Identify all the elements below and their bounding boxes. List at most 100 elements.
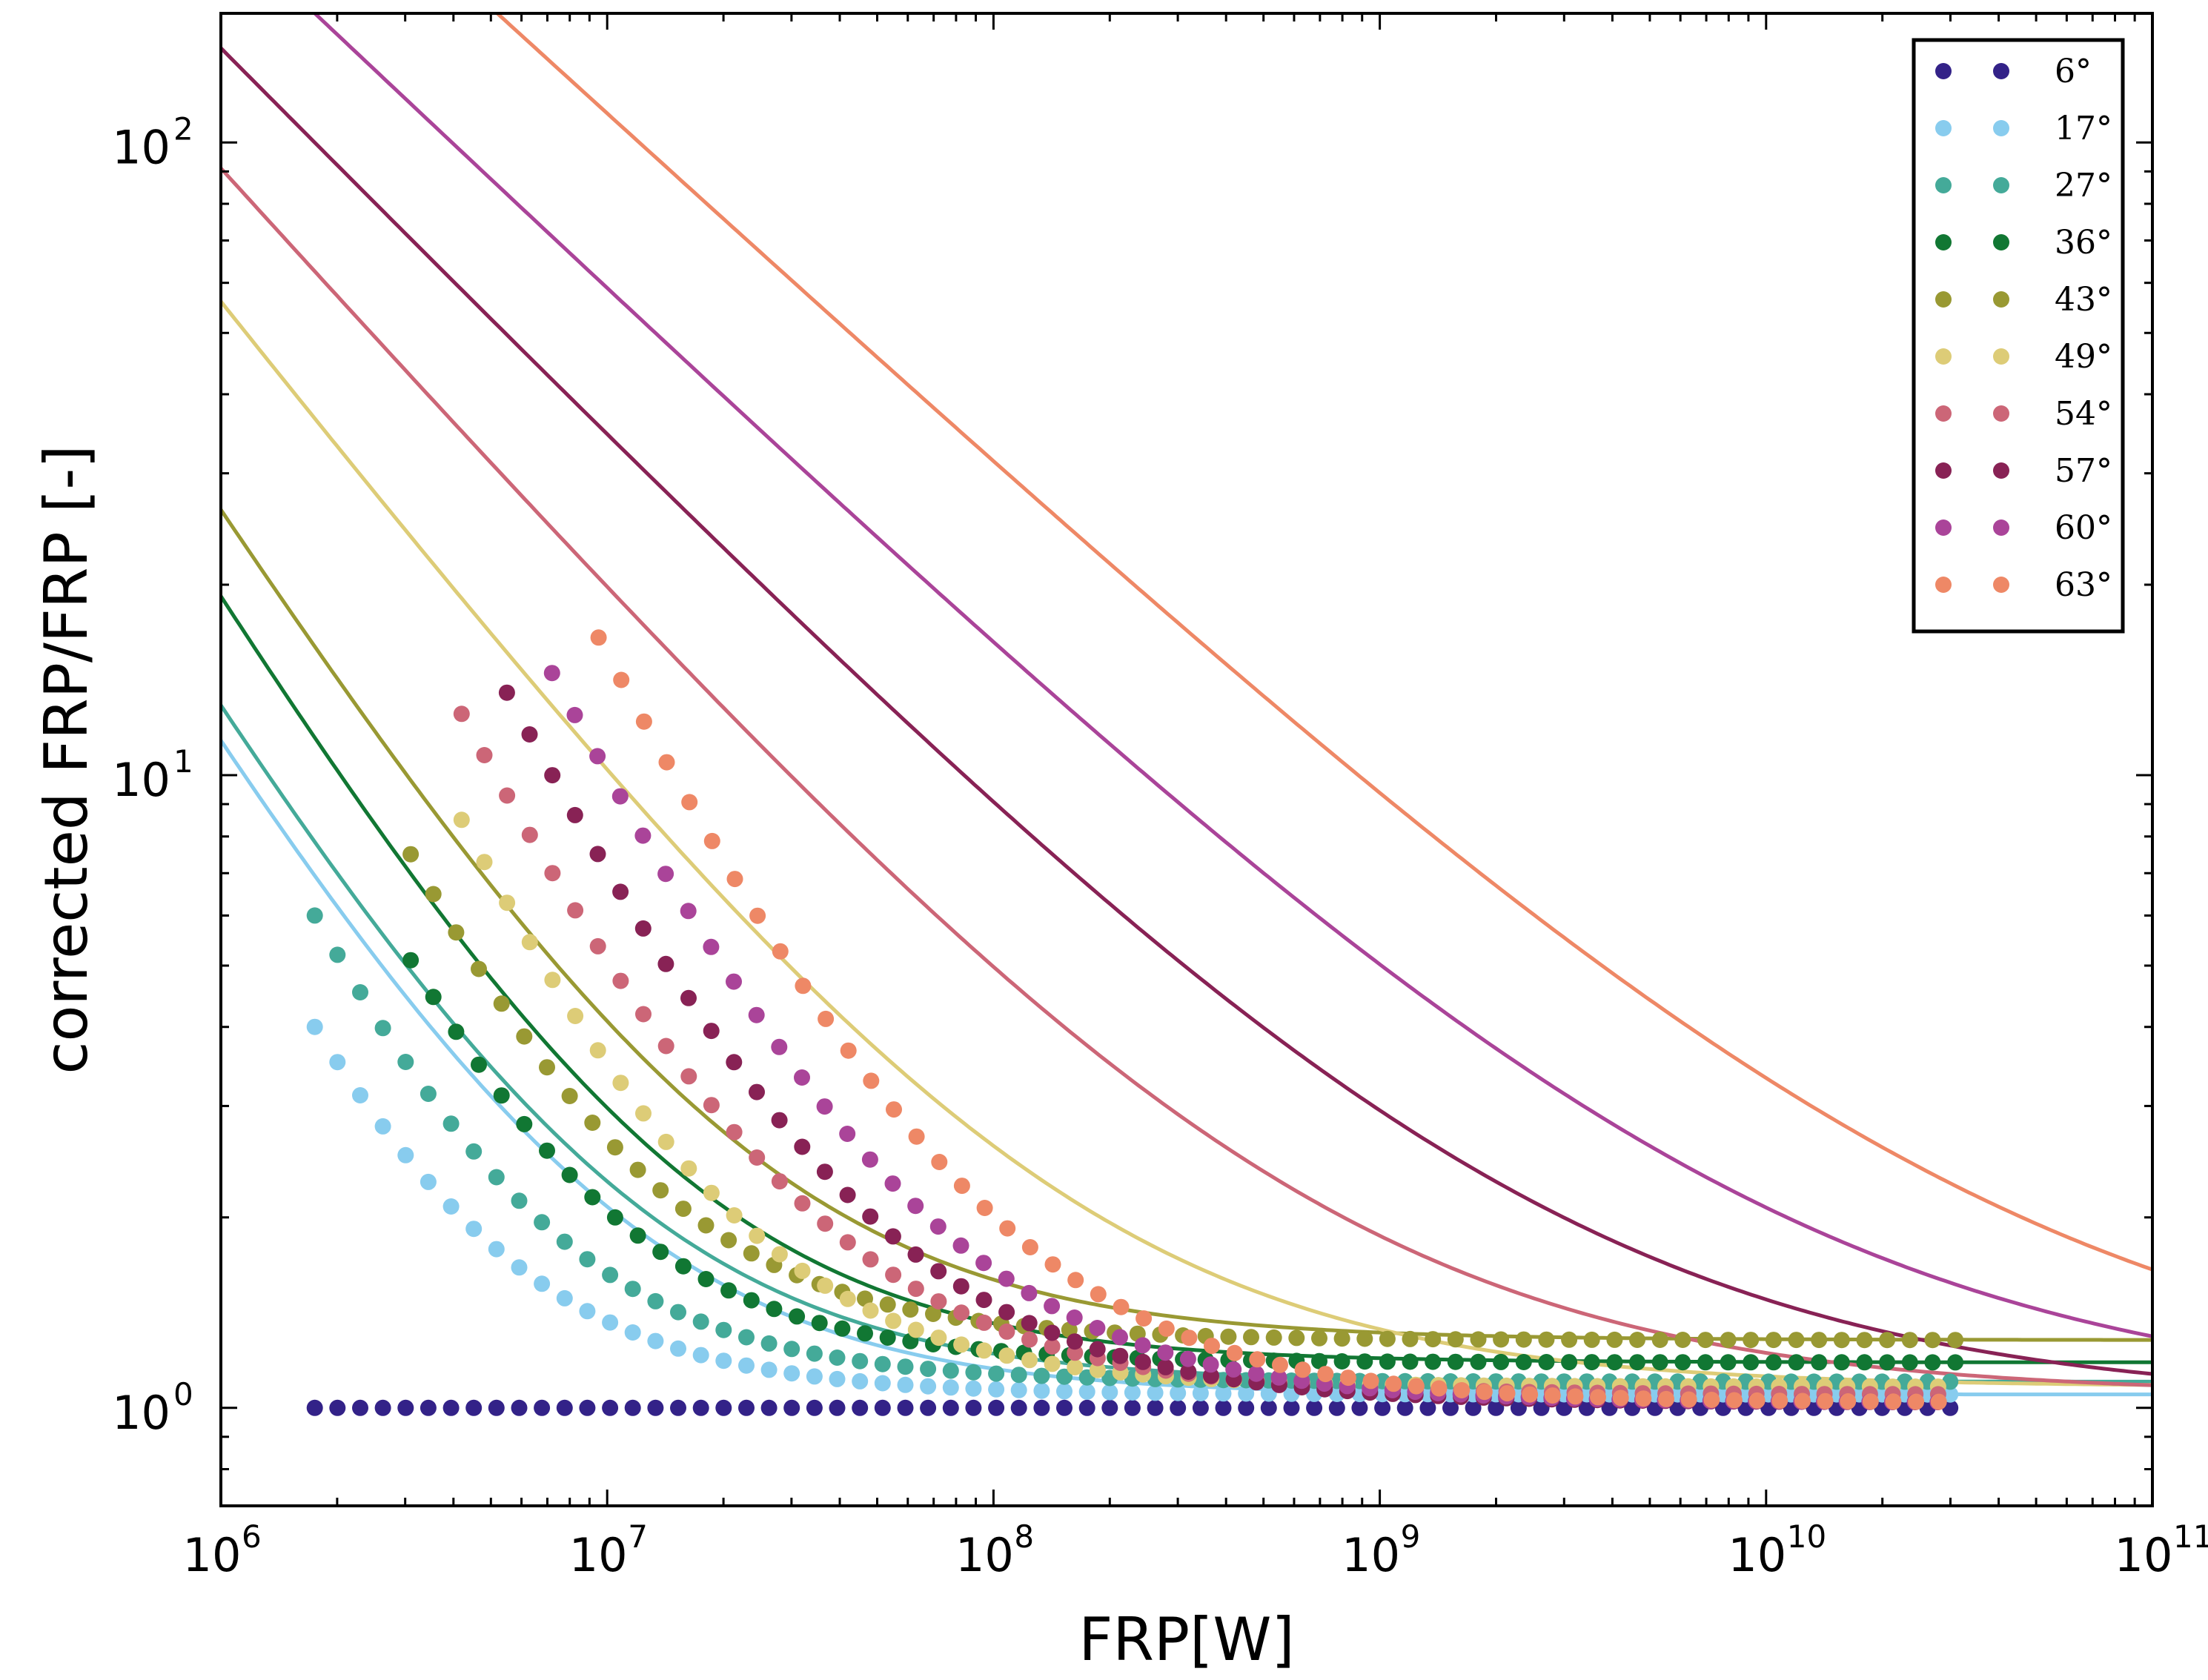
data-point-6° [488, 1399, 505, 1416]
data-point-63° [726, 871, 743, 888]
data-point-36° [493, 1087, 510, 1104]
data-point-43° [539, 1059, 555, 1076]
data-point-57° [680, 989, 697, 1006]
data-point-36° [1606, 1354, 1623, 1371]
data-point-57° [794, 1138, 811, 1155]
data-point-36° [1879, 1354, 1896, 1371]
data-point-27° [306, 907, 323, 924]
data-point-6° [852, 1399, 869, 1416]
data-point-57° [975, 1292, 992, 1309]
data-point-43° [925, 1306, 941, 1322]
data-point-27° [692, 1313, 709, 1330]
data-point-17° [556, 1289, 573, 1307]
data-point-63° [1021, 1239, 1038, 1255]
x-tick-label: 10 6 [183, 1518, 262, 1582]
data-point-63° [1181, 1329, 1198, 1347]
data-point-27° [488, 1169, 505, 1186]
data-point-36° [1470, 1353, 1487, 1370]
data-point-60° [1021, 1284, 1038, 1301]
data-point-60° [929, 1218, 946, 1235]
data-point-43° [606, 1139, 623, 1156]
fit-line-57° [221, 47, 2152, 1376]
fit-line-36° [221, 595, 2152, 1364]
data-point-60° [657, 866, 674, 883]
data-point-27° [579, 1251, 596, 1268]
legend-marker [1935, 577, 1952, 593]
data-point-36° [584, 1189, 601, 1206]
legend-label: 57° [2055, 452, 2112, 490]
y-tick-label-base: 10 [112, 1386, 170, 1440]
data-point-49° [975, 1342, 992, 1359]
data-point-54° [794, 1195, 811, 1212]
data-point-36° [1379, 1353, 1396, 1370]
data-point-27° [647, 1292, 664, 1309]
data-point-57° [1021, 1315, 1038, 1332]
data-point-43° [1561, 1331, 1578, 1348]
data-point-57° [1112, 1347, 1129, 1364]
data-point-57° [816, 1163, 833, 1181]
data-point-6° [715, 1399, 732, 1416]
legend-label: 49° [2055, 338, 2112, 376]
data-point-6° [1328, 1399, 1345, 1416]
data-point-63° [1635, 1390, 1652, 1407]
data-point-63° [1658, 1390, 1674, 1407]
data-point-43° [1879, 1332, 1896, 1349]
data-point-17° [1033, 1382, 1050, 1399]
data-point-54° [1044, 1338, 1061, 1355]
x-tick-label: 10 7 [569, 1518, 648, 1582]
data-point-43° [1311, 1329, 1327, 1347]
data-point-63° [863, 1072, 880, 1089]
legend-marker [1935, 234, 1952, 250]
data-point-43° [674, 1201, 692, 1218]
data-point-60° [1044, 1298, 1061, 1315]
data-point-63° [999, 1220, 1016, 1237]
x-tick-label-base: 10 [569, 1528, 628, 1582]
data-point-36° [1743, 1354, 1760, 1371]
x-tick-label-exp: 7 [628, 1518, 648, 1555]
data-point-63° [1885, 1393, 1902, 1410]
data-point-49° [544, 972, 561, 989]
data-point-60° [703, 938, 720, 955]
data-point-63° [976, 1200, 993, 1216]
data-point-43° [1629, 1332, 1645, 1348]
data-point-43° [1811, 1332, 1828, 1349]
data-point-54° [726, 1123, 743, 1141]
data-point-54° [612, 972, 629, 989]
legend-item: 43° [1935, 281, 2112, 319]
data-point-43° [402, 846, 420, 863]
fit-line-60° [312, 13, 2152, 1338]
data-point-54° [953, 1304, 970, 1321]
data-point-54° [680, 1068, 697, 1085]
data-point-36° [1311, 1352, 1327, 1369]
data-point-36° [1811, 1354, 1828, 1371]
data-point-49° [703, 1184, 720, 1201]
y-tick-label-exp: 0 [173, 1376, 193, 1412]
fit-line-49° [221, 300, 2152, 1387]
data-point-27° [806, 1345, 823, 1362]
data-point-54° [998, 1323, 1015, 1340]
data-point-17° [1215, 1385, 1232, 1402]
data-point-36° [834, 1320, 851, 1337]
data-point-6° [397, 1399, 414, 1416]
legend-marker [1935, 405, 1952, 422]
data-point-49° [953, 1336, 970, 1353]
data-point-49° [476, 854, 493, 871]
data-point-27° [920, 1361, 937, 1378]
data-point-43° [1425, 1331, 1442, 1348]
data-point-43° [471, 960, 487, 977]
data-point-6° [534, 1399, 551, 1416]
data-point-54° [544, 865, 561, 882]
legend-item: 49° [1935, 338, 2112, 376]
legend-marker [1993, 177, 2009, 193]
data-point-6° [1419, 1399, 1436, 1416]
data-point-17° [829, 1370, 846, 1387]
data-point-60° [816, 1098, 833, 1115]
data-point-43° [448, 924, 465, 941]
data-point-17° [602, 1314, 619, 1331]
data-point-57° [749, 1083, 765, 1100]
data-point-43° [1651, 1332, 1668, 1348]
x-tick-label: 10 10 [1728, 1518, 1826, 1582]
data-point-17° [442, 1198, 460, 1215]
data-point-63° [772, 943, 789, 960]
data-point-49° [612, 1075, 629, 1092]
